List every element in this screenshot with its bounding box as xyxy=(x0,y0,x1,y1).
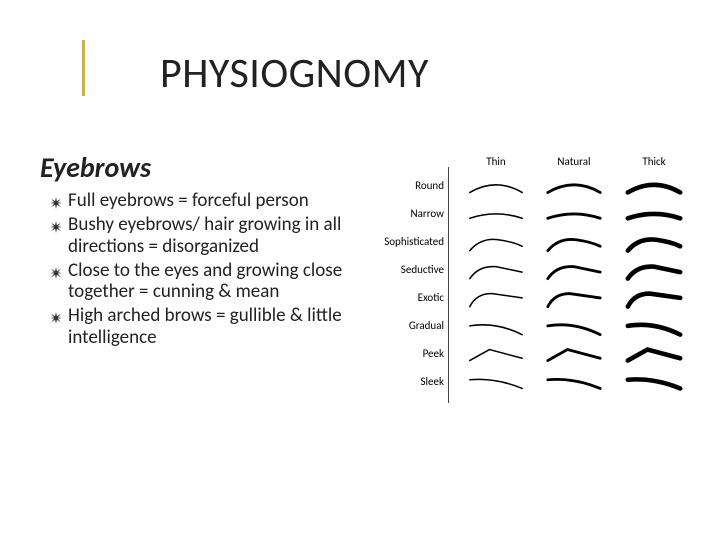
chart-col-header: Thin xyxy=(464,155,528,168)
eyebrow-shape xyxy=(622,231,686,255)
chart-row-label: Seductive xyxy=(370,263,444,276)
bullet-star-icon xyxy=(50,217,62,239)
bullet-item: Full eyebrows = forceful person xyxy=(50,190,360,212)
eyebrow-shape xyxy=(622,287,686,311)
page-title: PHYSIOGNOMY xyxy=(160,48,429,99)
title-accent-bar xyxy=(82,40,85,96)
eyebrow-shape xyxy=(622,371,686,395)
eyebrow-shape xyxy=(542,315,606,339)
section-heading: Eyebrows xyxy=(40,150,151,185)
bullet-text: High arched brows = gullible & little in… xyxy=(68,304,342,349)
eyebrow-shape xyxy=(542,175,606,199)
bullet-item: High arched brows = gullible & little in… xyxy=(50,305,360,349)
chart-row-label: Exotic xyxy=(370,291,444,304)
eyebrow-shape xyxy=(464,315,528,339)
eyebrow-chart-inner: Thin Natural Thick Round Narrow Sophisticated… xyxy=(370,155,700,415)
bullet-star-icon xyxy=(50,263,62,285)
eyebrow-shape xyxy=(464,371,528,395)
chart-row-label: Sleek xyxy=(370,375,444,388)
eyebrow-shape xyxy=(464,343,528,367)
eyebrow-shape xyxy=(542,259,606,283)
eyebrow-shape xyxy=(622,175,686,199)
bullet-item: Close to the eyes and growing close toge… xyxy=(50,260,360,304)
chart-row-label: Gradual xyxy=(370,319,444,332)
eyebrow-shape xyxy=(464,259,528,283)
bullet-star-icon xyxy=(50,308,62,330)
bullet-list: Full eyebrows = forceful personBushy eye… xyxy=(50,190,360,351)
bullet-text: Bushy eyebrows/ hair growing in all dire… xyxy=(68,213,341,258)
eyebrow-shape xyxy=(464,203,528,227)
bullet-star-icon xyxy=(50,193,62,215)
eyebrow-shape xyxy=(464,231,528,255)
chart-row-label: Peek xyxy=(370,347,444,360)
chart-col-header: Thick xyxy=(622,155,686,168)
chart-axis xyxy=(448,167,449,403)
eyebrow-shape xyxy=(622,203,686,227)
bullet-item: Bushy eyebrows/ hair growing in all dire… xyxy=(50,214,360,258)
bullet-text: Full eyebrows = forceful person xyxy=(68,189,309,212)
bullet-text: Close to the eyes and growing close toge… xyxy=(68,259,342,304)
slide: { "accent_color": "#cbaf4a", "title_colo… xyxy=(0,0,720,540)
eyebrow-shape xyxy=(622,259,686,283)
eyebrow-shape xyxy=(464,175,528,199)
eyebrow-chart: Thin Natural Thick Round Narrow Sophisticated… xyxy=(370,155,700,415)
eyebrow-shape xyxy=(542,371,606,395)
eyebrow-shape xyxy=(542,343,606,367)
eyebrow-shape xyxy=(542,287,606,311)
chart-row-label: Narrow xyxy=(370,207,444,220)
eyebrow-shape xyxy=(542,231,606,255)
eyebrow-shape xyxy=(542,203,606,227)
eyebrow-shape xyxy=(464,287,528,311)
chart-row-label: Sophisticated xyxy=(370,235,444,248)
eyebrow-shape xyxy=(622,343,686,367)
chart-row-label: Round xyxy=(370,179,444,192)
eyebrow-shape xyxy=(622,315,686,339)
chart-col-header: Natural xyxy=(542,155,606,168)
